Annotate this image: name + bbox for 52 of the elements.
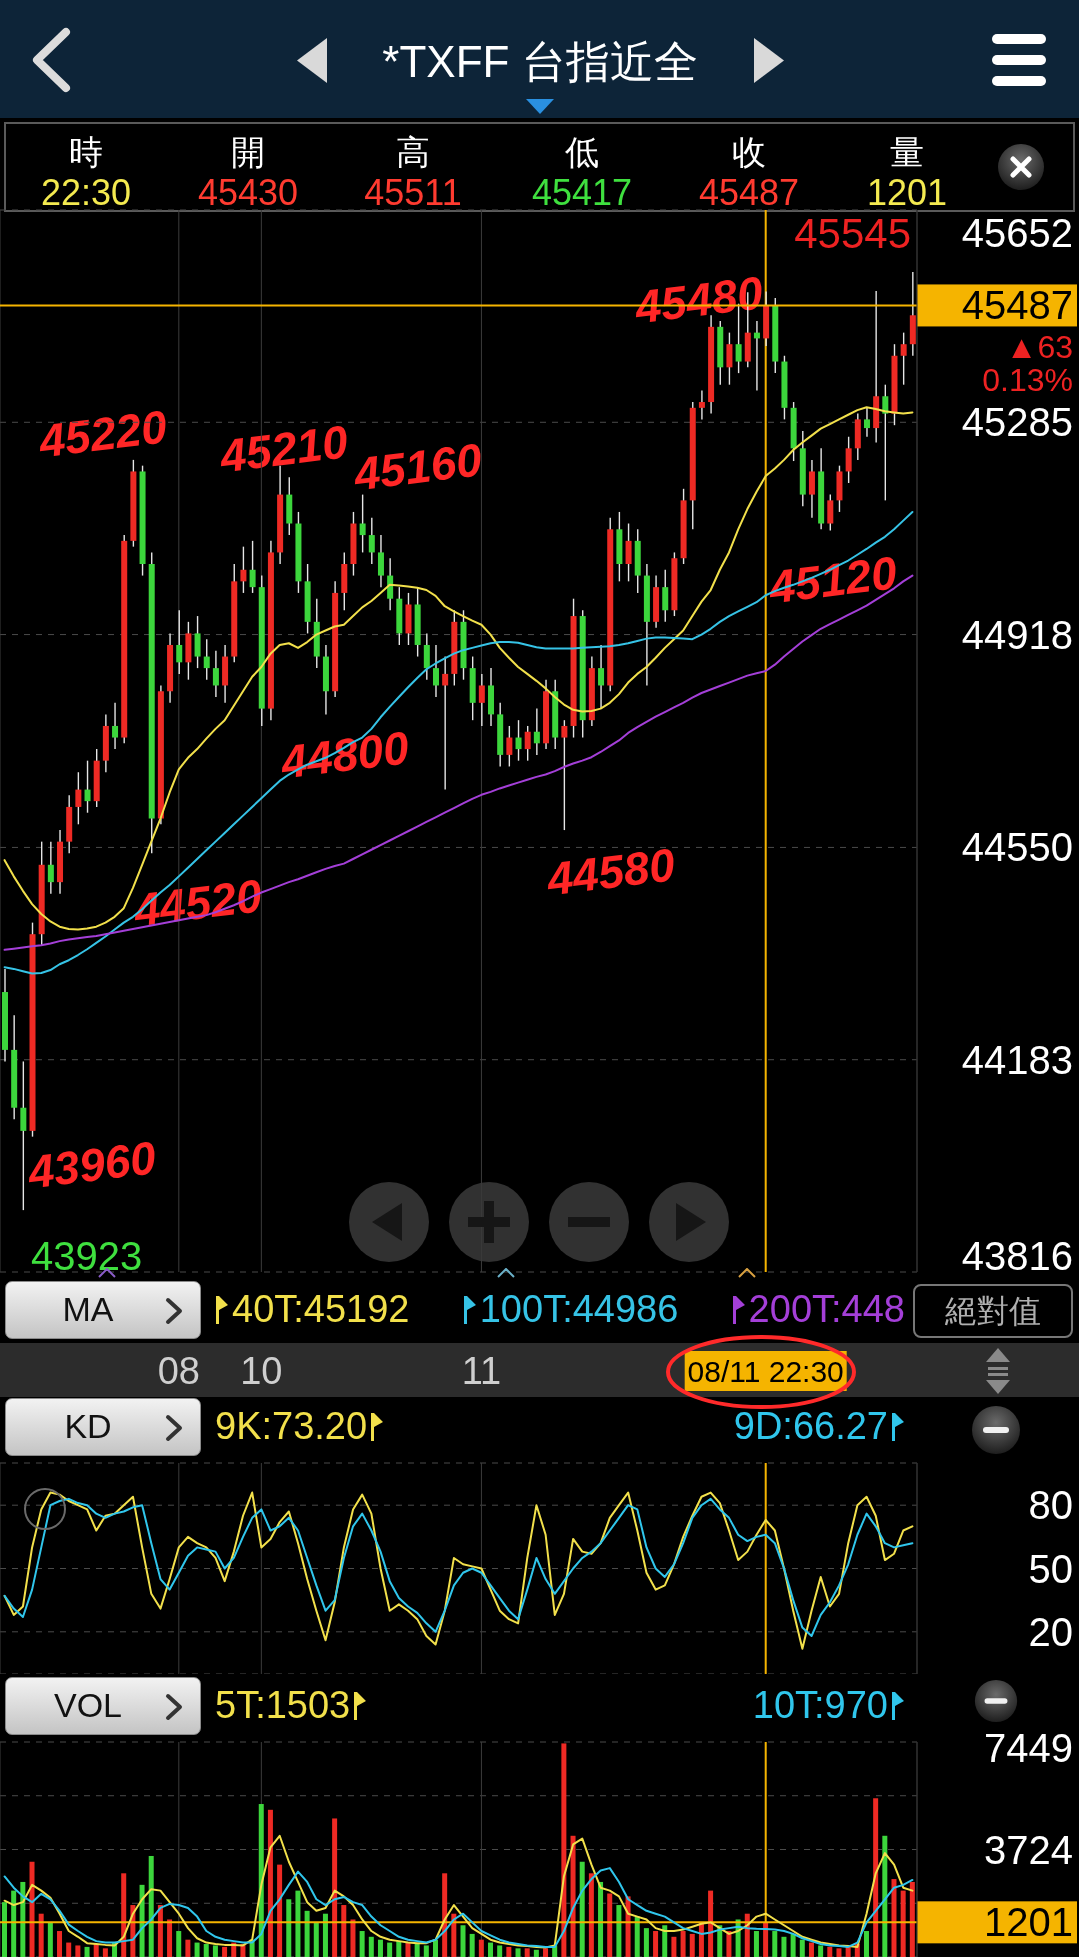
y-tick-label: 44183	[961, 1037, 1073, 1082]
x-tick-label: 08	[157, 1350, 200, 1393]
text: 量	[890, 133, 924, 172]
legend-title: KD	[64, 1407, 112, 1446]
y-tick-label: 44550	[961, 825, 1073, 870]
legend-label: 200T:448	[748, 1288, 905, 1331]
annotation: 45511	[364, 172, 462, 214]
text: 低	[565, 133, 599, 172]
annotation: 22:30	[40, 172, 132, 214]
legend-label: 40T:45192	[232, 1288, 410, 1331]
text: 高	[396, 133, 430, 172]
x-tick-label: 08/11 22:30	[687, 1354, 844, 1388]
button: MA	[5, 1281, 201, 1339]
annotation: 45220	[36, 400, 170, 468]
annotation: 45120	[766, 546, 900, 614]
legend-label: 5T:1503	[215, 1684, 351, 1727]
annotation: 45417	[531, 172, 633, 214]
button: KD	[5, 1398, 201, 1456]
y-tick-label: 43816	[961, 1234, 1073, 1278]
y-tick-label: 45285	[961, 400, 1073, 445]
text: 開	[231, 133, 265, 172]
button: 絕對值	[913, 1284, 1073, 1338]
y-tick-label: 45652	[961, 211, 1073, 255]
annotation: 44580	[544, 838, 678, 906]
annotation: 44520	[131, 869, 265, 937]
ref-line-label: 1201	[984, 1900, 1073, 1945]
y-tick-label: 7449	[984, 1726, 1073, 1770]
legend-title: VOL	[53, 1686, 123, 1725]
x-tick-label: 11	[461, 1350, 502, 1393]
legend-label: 10T:970	[752, 1684, 888, 1727]
button: VOL	[5, 1677, 201, 1735]
annotation: 45210	[217, 415, 351, 483]
ref-line-label: 45487	[961, 283, 1073, 328]
text: 收	[732, 133, 766, 172]
y-tick-label: 80	[1028, 1483, 1073, 1528]
text: 時	[69, 133, 103, 172]
y-tick-label: 3724	[984, 1827, 1073, 1872]
legend-label: 9K:73.20	[215, 1405, 368, 1448]
annotation: 43923	[31, 1234, 143, 1278]
legend-label: 100T:44986	[479, 1288, 679, 1331]
annotation: 45430	[197, 172, 299, 214]
x-tick-label: 10	[240, 1350, 283, 1393]
legend-title: MA	[62, 1290, 114, 1329]
annotation: 44800	[278, 721, 412, 789]
chart-title: *TXFF 台指近全	[382, 36, 698, 87]
y-tick-label: 44918	[961, 612, 1073, 657]
y-tick-label: 50	[1028, 1546, 1073, 1591]
annotation: 45480	[632, 266, 766, 334]
legend-label: 9D:66.27	[733, 1405, 888, 1448]
annotation: 43960	[25, 1131, 159, 1199]
y-tick-label: 20	[1028, 1609, 1073, 1654]
annotation: 45160	[351, 433, 485, 501]
